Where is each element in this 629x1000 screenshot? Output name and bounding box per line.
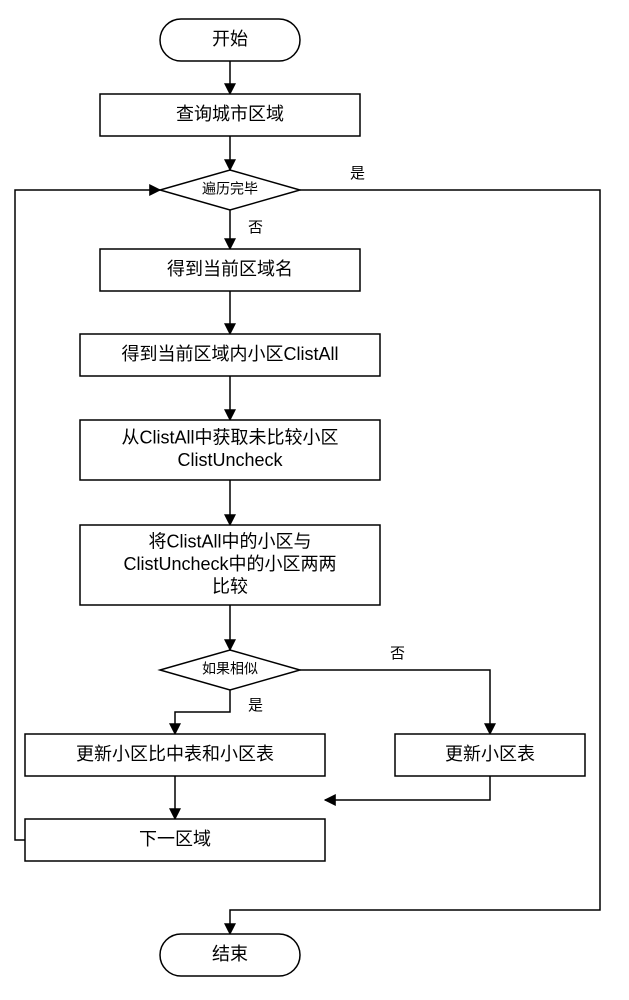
node-update1-text: 更新小区比中表和小区表 xyxy=(76,744,274,764)
edge-label-8: 否 xyxy=(390,645,405,662)
node-clistall-text: 得到当前区域内小区ClistAll xyxy=(121,344,338,364)
node-compare-text-2: 比较 xyxy=(212,576,248,596)
node-query: 查询城市区域 xyxy=(100,94,360,136)
node-compare: 将ClistAll中的小区与 ClistUncheck中的小区两两比较 xyxy=(80,525,380,605)
node-query-text: 查询城市区域 xyxy=(176,104,284,124)
node-compare-text-0: 将ClistAll中的小区与 xyxy=(148,531,311,551)
node-uncheck-text-0: 从ClistAll中获取未比较小区 xyxy=(121,428,338,448)
nodes-layer: 开始查询城市区域遍历完毕得到当前区域名得到当前区域内小区ClistAll 从Cli… xyxy=(25,19,585,976)
node-clistall: 得到当前区域内小区ClistAll xyxy=(80,334,380,376)
node-curname-text: 得到当前区域名 xyxy=(167,259,293,279)
node-update2: 更新小区表 xyxy=(395,734,585,776)
node-update2-text: 更新小区表 xyxy=(445,744,535,764)
edge-label-7: 是 xyxy=(248,697,263,714)
node-start-text: 开始 xyxy=(212,29,248,49)
edges-layer: 否是否是 xyxy=(15,61,600,934)
node-end: 结束 xyxy=(160,934,300,976)
node-update1: 更新小区比中表和小区表 xyxy=(25,734,325,776)
node-end-text: 结束 xyxy=(212,944,248,964)
node-compare-text-1: ClistUncheck中的小区两两 xyxy=(123,554,336,574)
node-uncheck: 从ClistAll中获取未比较小区ClistUncheck xyxy=(80,420,380,480)
node-next-text: 下一区域 xyxy=(139,829,211,849)
node-loopdone: 遍历完毕 xyxy=(160,170,300,210)
node-similar: 如果相似 xyxy=(160,650,300,690)
node-uncheck-text-1: ClistUncheck xyxy=(177,450,283,470)
node-start: 开始 xyxy=(160,19,300,61)
node-loopdone-text: 遍历完毕 xyxy=(202,181,258,197)
node-next: 下一区域 xyxy=(25,819,325,861)
edge-10 xyxy=(325,776,490,800)
node-curname: 得到当前区域名 xyxy=(100,249,360,291)
edge-label-2: 否 xyxy=(248,219,263,236)
edge-label-12: 是 xyxy=(350,165,365,182)
edge-8 xyxy=(300,670,490,734)
edge-7 xyxy=(175,690,230,734)
node-similar-text: 如果相似 xyxy=(202,661,258,677)
